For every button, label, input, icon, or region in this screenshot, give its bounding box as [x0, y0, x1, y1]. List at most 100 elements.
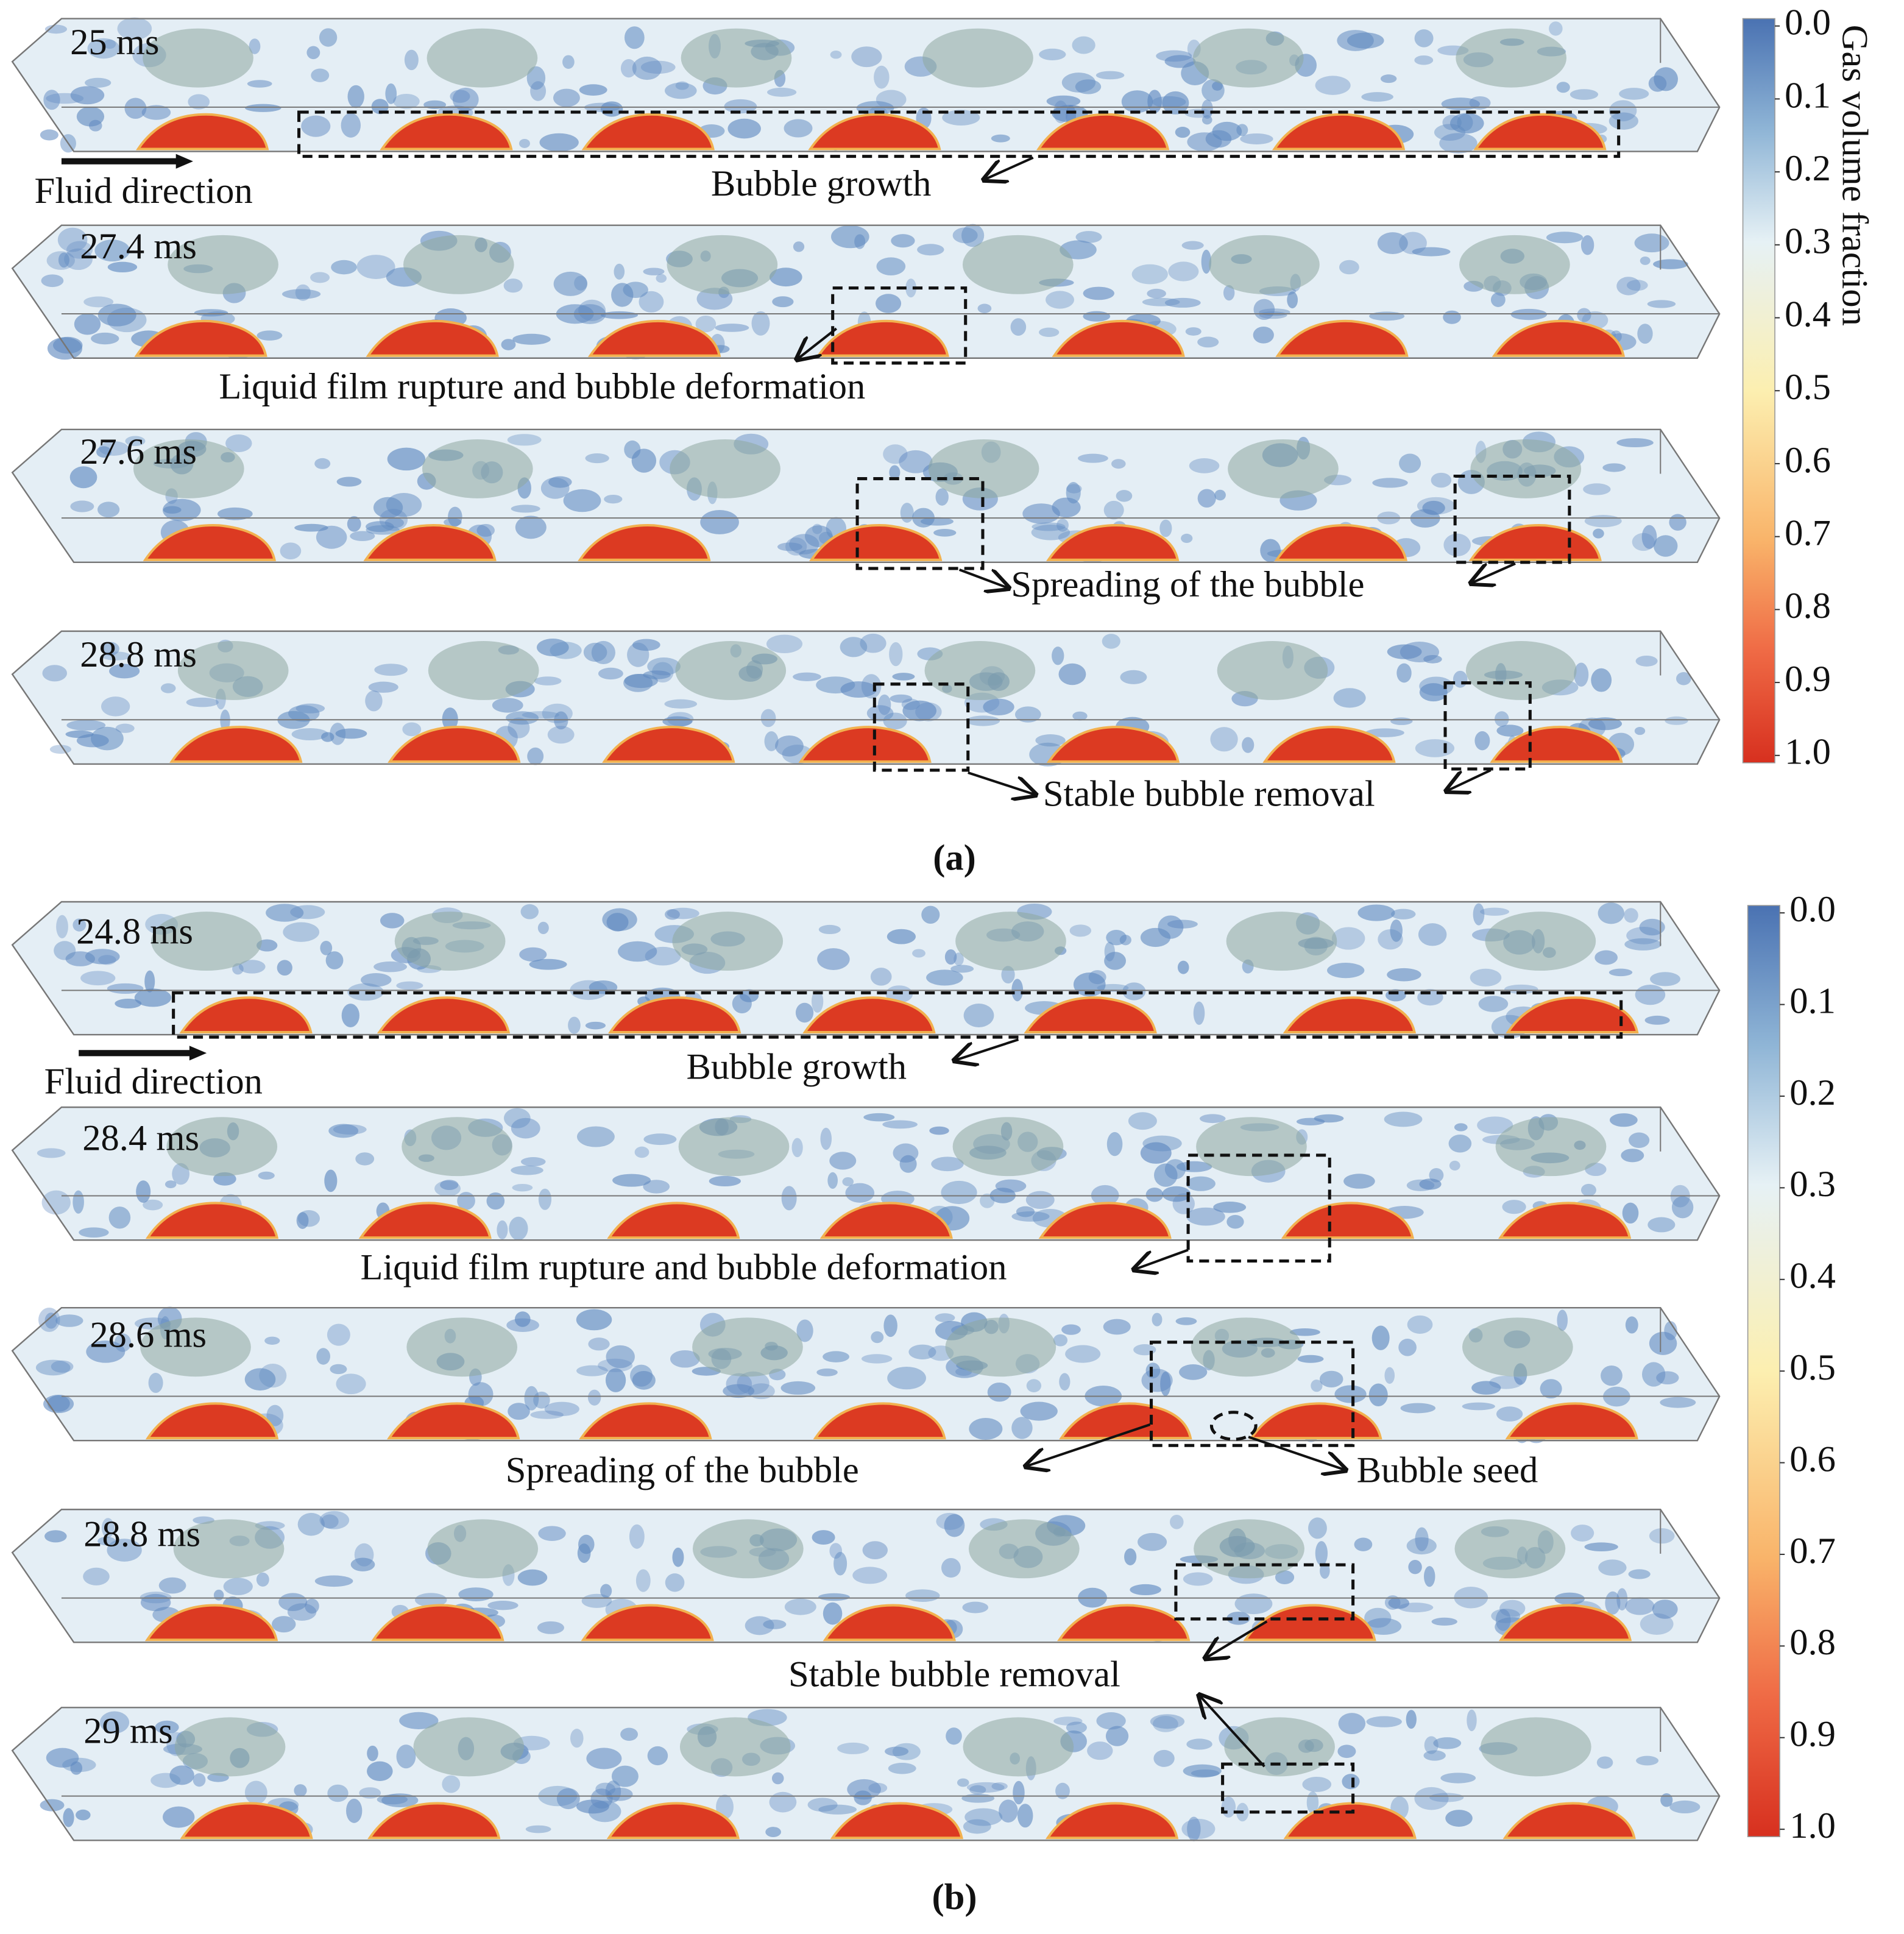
- large-bubble: [1485, 912, 1596, 971]
- blob: [55, 1314, 83, 1327]
- blob: [623, 673, 653, 692]
- blob: [1287, 291, 1298, 309]
- blob: [695, 316, 717, 333]
- blob: [1202, 79, 1225, 102]
- blob: [1440, 1773, 1476, 1783]
- large-bubble: [968, 1519, 1080, 1579]
- blob: [319, 1511, 350, 1529]
- blob: [851, 46, 882, 68]
- colorbar-tick-label: 0.4: [1785, 294, 1831, 335]
- arrow: [1471, 562, 1516, 583]
- blob: [1186, 1738, 1212, 1750]
- blob: [350, 1557, 375, 1571]
- blob: [579, 84, 607, 96]
- blob: [1644, 1015, 1670, 1025]
- blob: [509, 1216, 528, 1241]
- large-bubble: [692, 1317, 803, 1377]
- frame-edge: [12, 61, 74, 152]
- blob: [1183, 1764, 1222, 1778]
- blob: [605, 1368, 626, 1392]
- highlight-box: [1186, 1153, 1331, 1263]
- frame-edge: [12, 673, 74, 765]
- blob: [257, 330, 283, 341]
- blob: [1580, 235, 1594, 255]
- annotation: Liquid film rupture and bubble deformati…: [219, 366, 865, 407]
- blob: [854, 234, 866, 249]
- blob: [415, 1593, 447, 1607]
- blob: [324, 1169, 338, 1192]
- blob: [618, 941, 657, 962]
- blob: [1443, 310, 1461, 324]
- blob: [1417, 497, 1455, 515]
- blob: [929, 1126, 949, 1135]
- blob: [1621, 1149, 1644, 1163]
- blob: [442, 1775, 461, 1793]
- blob: [1181, 533, 1193, 544]
- blob: [1147, 90, 1163, 113]
- blob: [1259, 308, 1290, 316]
- blob: [1202, 99, 1213, 119]
- blob: [935, 488, 949, 506]
- blob: [1619, 88, 1649, 100]
- frame: [11, 1509, 1721, 1643]
- large-bubble: [924, 641, 1036, 700]
- blob: [1177, 960, 1189, 974]
- blob: [805, 525, 833, 548]
- blob: [556, 1788, 580, 1810]
- blob: [150, 1773, 181, 1788]
- blob: [101, 651, 132, 661]
- large-bubble: [1217, 641, 1328, 700]
- blob: [807, 1798, 838, 1812]
- blob: [46, 1748, 79, 1768]
- blob: [74, 313, 101, 335]
- blob: [35, 1359, 71, 1376]
- blob: [1240, 133, 1273, 144]
- blob: [1253, 326, 1274, 344]
- blob: [266, 904, 304, 922]
- blob: [144, 970, 155, 993]
- gas-bubble: [143, 524, 276, 561]
- blob: [1634, 726, 1646, 735]
- blob: [165, 1180, 177, 1188]
- blob: [70, 500, 94, 512]
- blob: [724, 99, 757, 114]
- gas-bubble: [144, 1604, 278, 1642]
- blob: [977, 303, 992, 313]
- blob: [163, 1806, 195, 1828]
- blob: [1177, 1161, 1212, 1172]
- colorbar-tick-label: 0.8: [1785, 586, 1831, 626]
- blob: [816, 676, 855, 694]
- arrow: [1199, 1695, 1265, 1768]
- blob: [1162, 91, 1189, 115]
- blob: [155, 1720, 179, 1734]
- blob: [620, 1727, 638, 1741]
- blob: [1366, 1716, 1402, 1727]
- blob: [1164, 55, 1196, 68]
- blob: [723, 1384, 755, 1398]
- blob: [125, 436, 146, 447]
- blob: [1489, 1375, 1523, 1389]
- colorbar-tick-label: 0.3: [1789, 1164, 1836, 1205]
- blob: [96, 446, 112, 458]
- blob: [148, 1372, 163, 1393]
- blob: [328, 1124, 359, 1138]
- blob: [538, 1526, 566, 1541]
- blob: [314, 1575, 353, 1587]
- blob: [98, 955, 116, 965]
- blob: [737, 1371, 770, 1395]
- blob: [529, 958, 567, 970]
- blob: [1396, 663, 1412, 683]
- annotation: Fluid direction: [44, 1061, 263, 1102]
- blob: [871, 1331, 884, 1344]
- blob: [380, 913, 405, 929]
- blob: [760, 709, 776, 728]
- blob: [791, 1138, 803, 1158]
- blob: [327, 1784, 349, 1802]
- blob: [1641, 525, 1657, 549]
- blob: [600, 101, 623, 117]
- highlight-box: [1150, 1341, 1355, 1447]
- blob: [1357, 904, 1395, 921]
- blob: [1308, 1517, 1327, 1539]
- blob: [784, 1598, 816, 1615]
- blob: [108, 1206, 131, 1229]
